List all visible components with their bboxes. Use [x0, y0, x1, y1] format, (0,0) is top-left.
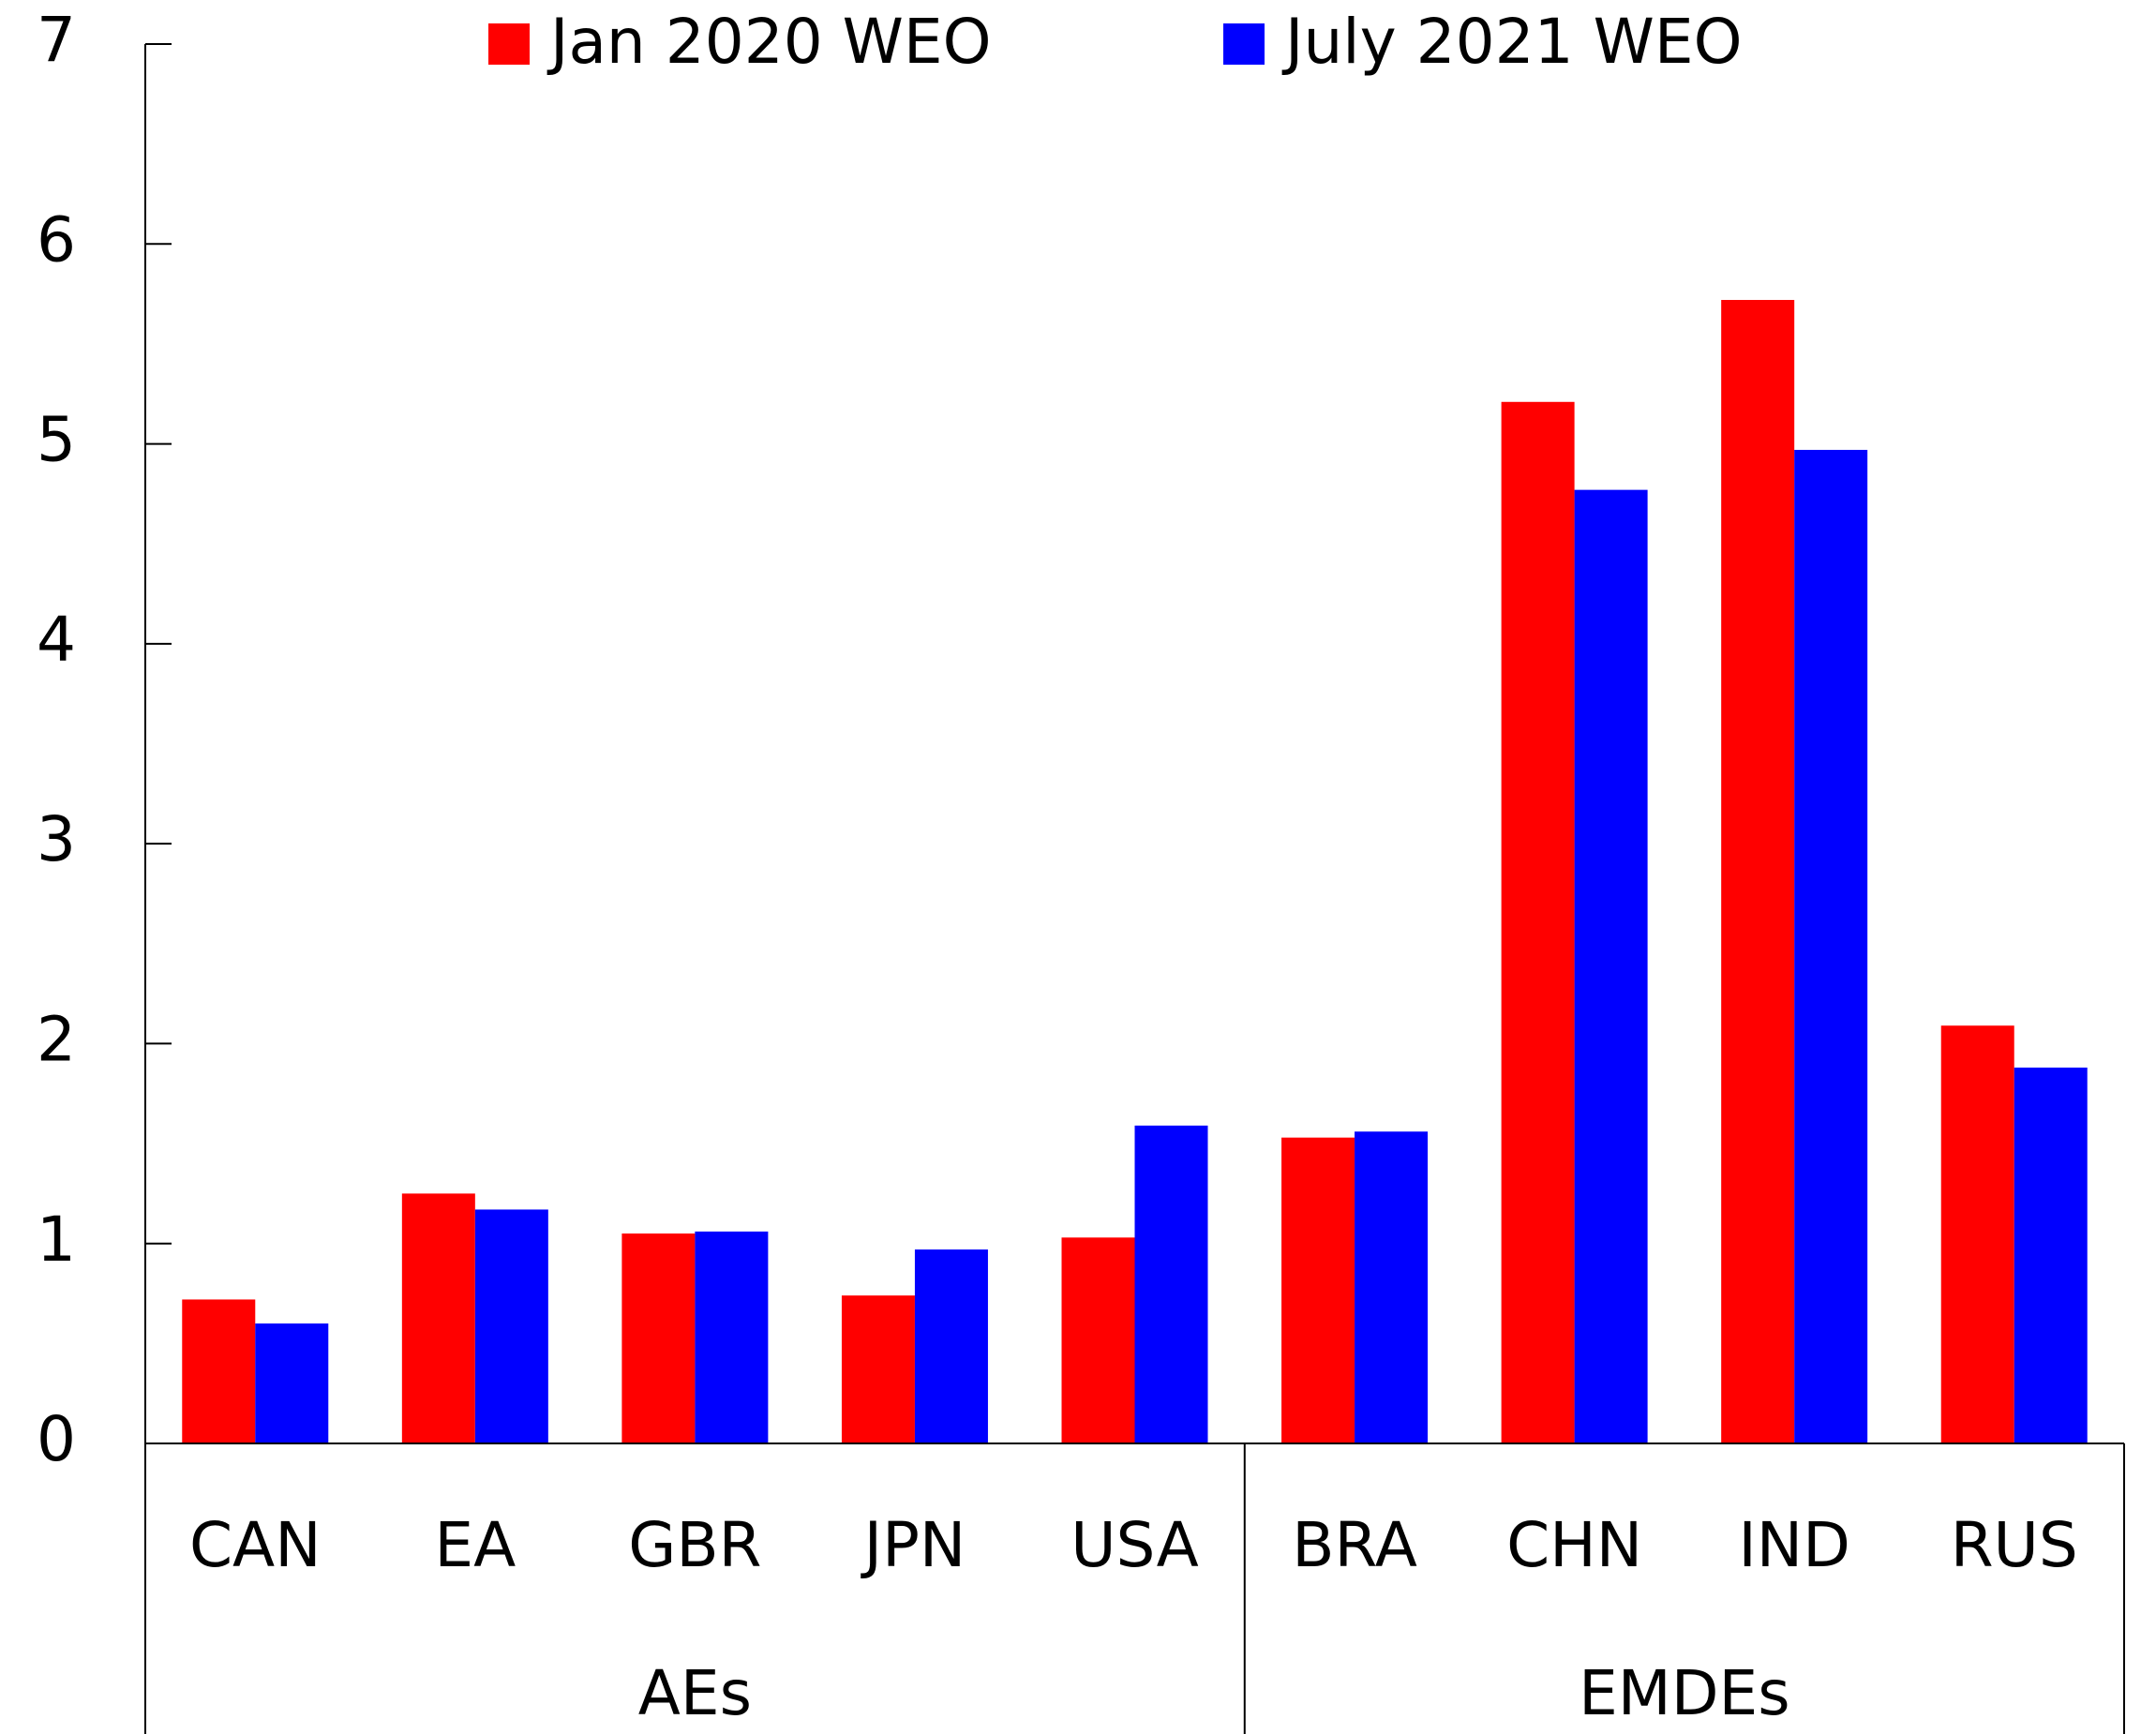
x-tick-label: CHN: [1506, 1509, 1642, 1581]
bar: [255, 1323, 329, 1443]
bar: [1940, 1025, 2014, 1443]
y-tick-label: 2: [37, 1003, 76, 1075]
bar: [1574, 489, 1648, 1443]
y-tick-label: 1: [37, 1203, 76, 1276]
bar: [1355, 1131, 1429, 1443]
bar: [841, 1295, 915, 1443]
bar: [1281, 1137, 1355, 1443]
bar: [1134, 1125, 1208, 1443]
y-tick-label: 6: [37, 203, 76, 276]
bar: [695, 1231, 769, 1443]
x-tick-label: BRA: [1292, 1509, 1417, 1581]
x-tick-label: JPN: [861, 1509, 966, 1581]
legend-label: July 2021 WEO: [1281, 6, 1743, 78]
legend-swatch: [488, 23, 530, 65]
y-tick-label: 4: [37, 604, 76, 676]
y-tick-label: 3: [37, 803, 76, 875]
bar: [182, 1299, 256, 1443]
group-label: AEs: [638, 1657, 752, 1729]
x-tick-label: RUS: [1951, 1509, 2078, 1581]
x-tick-label: EA: [434, 1509, 516, 1581]
legend-swatch: [1223, 23, 1265, 65]
x-tick-label: GBR: [628, 1509, 761, 1581]
bar: [914, 1249, 988, 1443]
bar: [1721, 300, 1795, 1443]
group-label: EMDEs: [1579, 1657, 1790, 1729]
bar: [1794, 449, 1868, 1444]
y-tick-label: 0: [37, 1403, 76, 1475]
y-tick-label: 5: [37, 404, 76, 476]
bar: [401, 1193, 475, 1443]
x-tick-label: IND: [1738, 1509, 1850, 1581]
y-tick-label: 7: [37, 4, 76, 76]
x-tick-label: CAN: [189, 1509, 322, 1581]
legend-label: Jan 2020 WEO: [546, 6, 992, 78]
bar: [1061, 1237, 1135, 1443]
bar: [1501, 401, 1575, 1443]
bar: [2014, 1068, 2088, 1443]
x-tick-label: USA: [1071, 1509, 1199, 1581]
bar: [621, 1233, 696, 1443]
bar: [474, 1209, 548, 1443]
